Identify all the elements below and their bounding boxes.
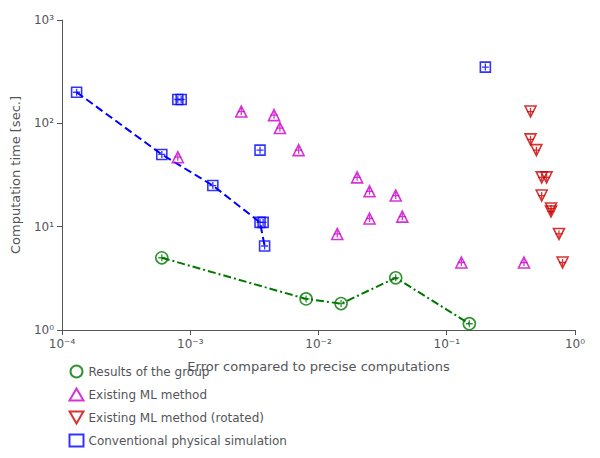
svg-text:Existing ML method (rotated): Existing ML method (rotated) <box>89 411 265 425</box>
svg-text:10⁻³: 10⁻³ <box>177 337 204 351</box>
svg-text:10⁻²: 10⁻² <box>305 337 332 351</box>
svg-text:Existing ML method: Existing ML method <box>89 388 208 402</box>
svg-text:10²: 10² <box>34 116 54 130</box>
svg-text:Computation time [sec.]: Computation time [sec.] <box>8 96 23 254</box>
svg-text:10³: 10³ <box>34 13 54 27</box>
svg-text:Conventional physical simulati: Conventional physical simulation <box>89 434 287 448</box>
svg-text:10⁻¹: 10⁻¹ <box>434 337 461 351</box>
svg-text:10⁰: 10⁰ <box>565 337 585 351</box>
svg-text:10¹: 10¹ <box>34 220 54 234</box>
svg-text:Results of the group: Results of the group <box>89 365 210 379</box>
svg-text:10⁻⁴: 10⁻⁴ <box>49 337 76 351</box>
svg-text:Error compared to precise comp: Error compared to precise computations <box>187 359 450 374</box>
svg-text:10⁰: 10⁰ <box>34 323 54 337</box>
